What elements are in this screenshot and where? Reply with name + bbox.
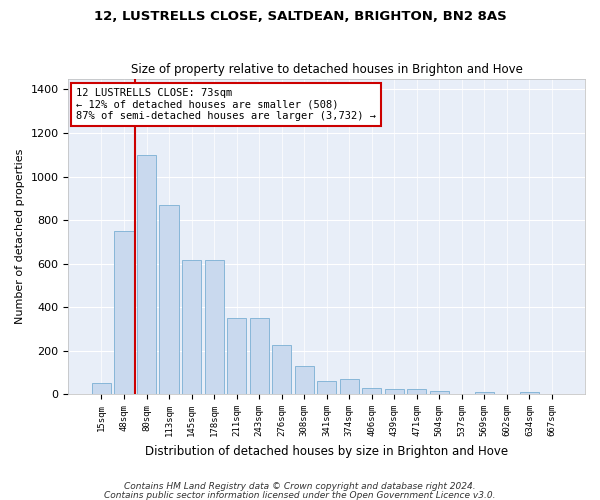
Bar: [160, 205, 179, 394]
Bar: [250, 318, 269, 394]
Bar: [317, 380, 336, 394]
Bar: [205, 260, 224, 394]
Bar: [520, 392, 539, 394]
Title: Size of property relative to detached houses in Brighton and Hove: Size of property relative to detached ho…: [131, 63, 523, 76]
Bar: [475, 392, 494, 394]
X-axis label: Distribution of detached houses by size in Brighton and Hove: Distribution of detached houses by size …: [145, 444, 508, 458]
Bar: [385, 389, 404, 394]
Text: 12, LUSTRELLS CLOSE, SALTDEAN, BRIGHTON, BN2 8AS: 12, LUSTRELLS CLOSE, SALTDEAN, BRIGHTON,…: [94, 10, 506, 23]
Text: Contains HM Land Registry data © Crown copyright and database right 2024.: Contains HM Land Registry data © Crown c…: [124, 482, 476, 491]
Y-axis label: Number of detached properties: Number of detached properties: [15, 148, 25, 324]
Text: 12 LUSTRELLS CLOSE: 73sqm
← 12% of detached houses are smaller (508)
87% of semi: 12 LUSTRELLS CLOSE: 73sqm ← 12% of detac…: [76, 88, 376, 121]
Bar: [182, 260, 201, 394]
Bar: [227, 318, 246, 394]
Bar: [430, 391, 449, 394]
Bar: [362, 388, 382, 394]
Bar: [340, 379, 359, 394]
Bar: [92, 384, 111, 394]
Bar: [272, 345, 291, 394]
Bar: [295, 366, 314, 394]
Bar: [115, 231, 134, 394]
Bar: [137, 154, 156, 394]
Bar: [407, 390, 427, 394]
Text: Contains public sector information licensed under the Open Government Licence v3: Contains public sector information licen…: [104, 490, 496, 500]
